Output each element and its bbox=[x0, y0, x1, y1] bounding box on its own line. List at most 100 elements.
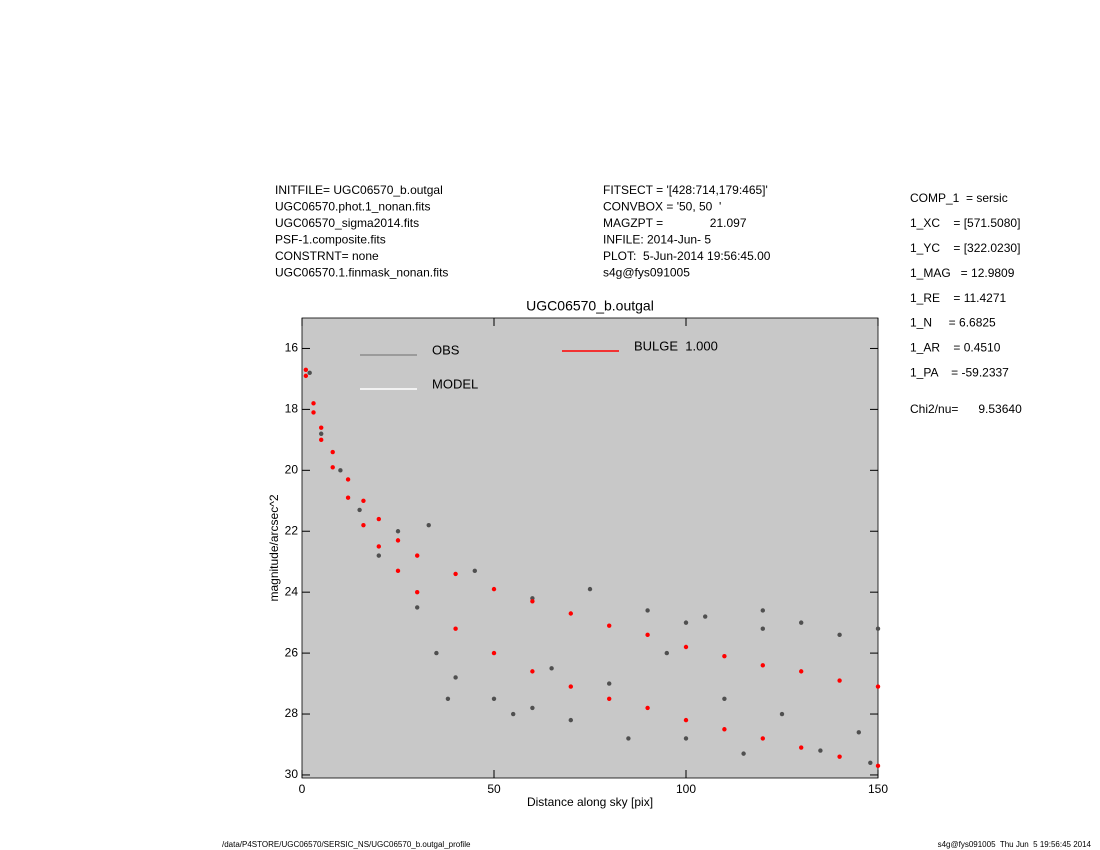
data-point bbox=[453, 675, 458, 680]
header-left: UGC06570_sigma2014.fits bbox=[275, 216, 419, 230]
data-point bbox=[664, 650, 669, 656]
data-point bbox=[760, 608, 765, 613]
data-point bbox=[779, 711, 785, 717]
x-tick-label: 0 bbox=[299, 782, 306, 796]
chi2: Chi2/nu= 9.53640 bbox=[910, 402, 1022, 416]
data-point bbox=[607, 696, 612, 701]
header-right: 1_MAG = 12.9809 bbox=[910, 266, 1015, 280]
data-point bbox=[587, 586, 593, 592]
header-right: 1_N = 6.6825 bbox=[910, 316, 996, 330]
data-point bbox=[568, 717, 573, 723]
header-middle: s4g@fys091005 bbox=[603, 266, 690, 280]
data-point bbox=[799, 620, 804, 625]
data-point bbox=[311, 410, 316, 415]
data-point bbox=[760, 736, 765, 741]
data-point bbox=[607, 681, 612, 686]
header-left: UGC06570.1.finmask_nonan.fits bbox=[275, 266, 448, 280]
data-point bbox=[445, 696, 451, 701]
header-left: INITFILE= UGC06570_b.outgal bbox=[275, 183, 443, 197]
y-axis-label: magnitude/arcsec^2 bbox=[267, 494, 281, 601]
data-point bbox=[472, 568, 477, 574]
data-point bbox=[626, 736, 631, 741]
data-point bbox=[607, 623, 612, 628]
data-point bbox=[683, 644, 689, 650]
data-point bbox=[415, 589, 420, 595]
data-point bbox=[303, 367, 309, 372]
data-point bbox=[434, 650, 439, 656]
data-point bbox=[875, 684, 881, 689]
data-point bbox=[799, 669, 804, 674]
data-point bbox=[376, 516, 381, 522]
data-point bbox=[722, 653, 727, 659]
data-point bbox=[415, 553, 420, 558]
data-point bbox=[303, 373, 309, 379]
data-point bbox=[875, 626, 881, 631]
data-point bbox=[453, 626, 458, 631]
y-tick-label: 18 bbox=[285, 402, 299, 416]
legend-label: BULGE 1.000 bbox=[634, 338, 718, 353]
data-point bbox=[722, 727, 727, 732]
header-left: CONSTRNT= none bbox=[275, 249, 379, 263]
data-point bbox=[760, 626, 765, 631]
chart-title: UGC06570_b.outgal bbox=[526, 298, 654, 314]
data-point bbox=[376, 553, 381, 558]
x-tick-label: 50 bbox=[487, 782, 501, 796]
header-left: PSF-1.composite.fits bbox=[275, 233, 386, 247]
header-middle: CONVBOX = '50, 50 ' bbox=[603, 200, 721, 214]
data-point bbox=[837, 632, 842, 638]
data-point bbox=[856, 730, 861, 735]
header-middle: INFILE: 2014-Jun- 5 bbox=[603, 233, 711, 247]
data-point bbox=[530, 599, 535, 604]
y-tick-label: 20 bbox=[285, 462, 299, 476]
data-point bbox=[491, 650, 497, 656]
header-right: 1_XC = [571.5080] bbox=[910, 216, 1020, 230]
header-right: 1_PA = -59.2337 bbox=[910, 365, 1009, 379]
y-tick-label: 16 bbox=[285, 341, 299, 355]
data-point bbox=[645, 705, 650, 711]
data-point bbox=[319, 425, 324, 430]
data-point bbox=[683, 620, 689, 625]
data-point bbox=[330, 465, 335, 470]
data-point bbox=[491, 586, 497, 592]
y-tick-label: 24 bbox=[285, 584, 299, 598]
plot-area bbox=[301, 317, 879, 779]
data-point bbox=[818, 748, 823, 753]
data-point bbox=[837, 754, 842, 759]
y-tick-label: 22 bbox=[285, 523, 299, 537]
data-point bbox=[568, 684, 573, 689]
data-point bbox=[395, 568, 401, 574]
data-point bbox=[330, 449, 335, 455]
data-point bbox=[837, 678, 842, 683]
header-right: 1_RE = 11.4271 bbox=[910, 291, 1007, 305]
data-point bbox=[760, 663, 765, 668]
legend-label: MODEL bbox=[432, 376, 478, 391]
footer-path: /data/P4STORE/UGC06570/SERSIC_NS/UGC0657… bbox=[222, 840, 471, 849]
data-point bbox=[319, 431, 324, 436]
data-point bbox=[799, 745, 804, 750]
header-right: 1_YC = [322.0230] bbox=[910, 241, 1020, 255]
y-tick-label: 26 bbox=[285, 645, 299, 659]
header-right: COMP_1 = sersic bbox=[910, 191, 1008, 205]
footer-stamp: s4g@fys091005 Thu Jun 5 19:56:45 2014 bbox=[938, 840, 1092, 849]
data-point bbox=[511, 711, 516, 717]
data-point bbox=[345, 477, 351, 482]
data-point bbox=[395, 538, 401, 543]
x-tick-label: 150 bbox=[868, 782, 888, 796]
data-point bbox=[530, 596, 535, 601]
header-middle: FITSECT = '[428:714,179:465]' bbox=[603, 183, 768, 197]
header-right: 1_AR = 0.4510 bbox=[910, 341, 1001, 355]
data-point bbox=[683, 736, 689, 741]
y-tick-label: 30 bbox=[285, 767, 299, 781]
data-point bbox=[311, 401, 316, 406]
data-point bbox=[361, 522, 366, 528]
data-point bbox=[530, 705, 535, 711]
y-tick-label: 28 bbox=[285, 706, 299, 720]
data-point bbox=[645, 608, 650, 613]
data-point bbox=[530, 669, 535, 674]
data-point bbox=[703, 614, 708, 619]
data-point bbox=[645, 632, 650, 638]
data-point bbox=[453, 571, 458, 577]
data-point bbox=[376, 544, 381, 549]
data-point bbox=[357, 507, 362, 513]
